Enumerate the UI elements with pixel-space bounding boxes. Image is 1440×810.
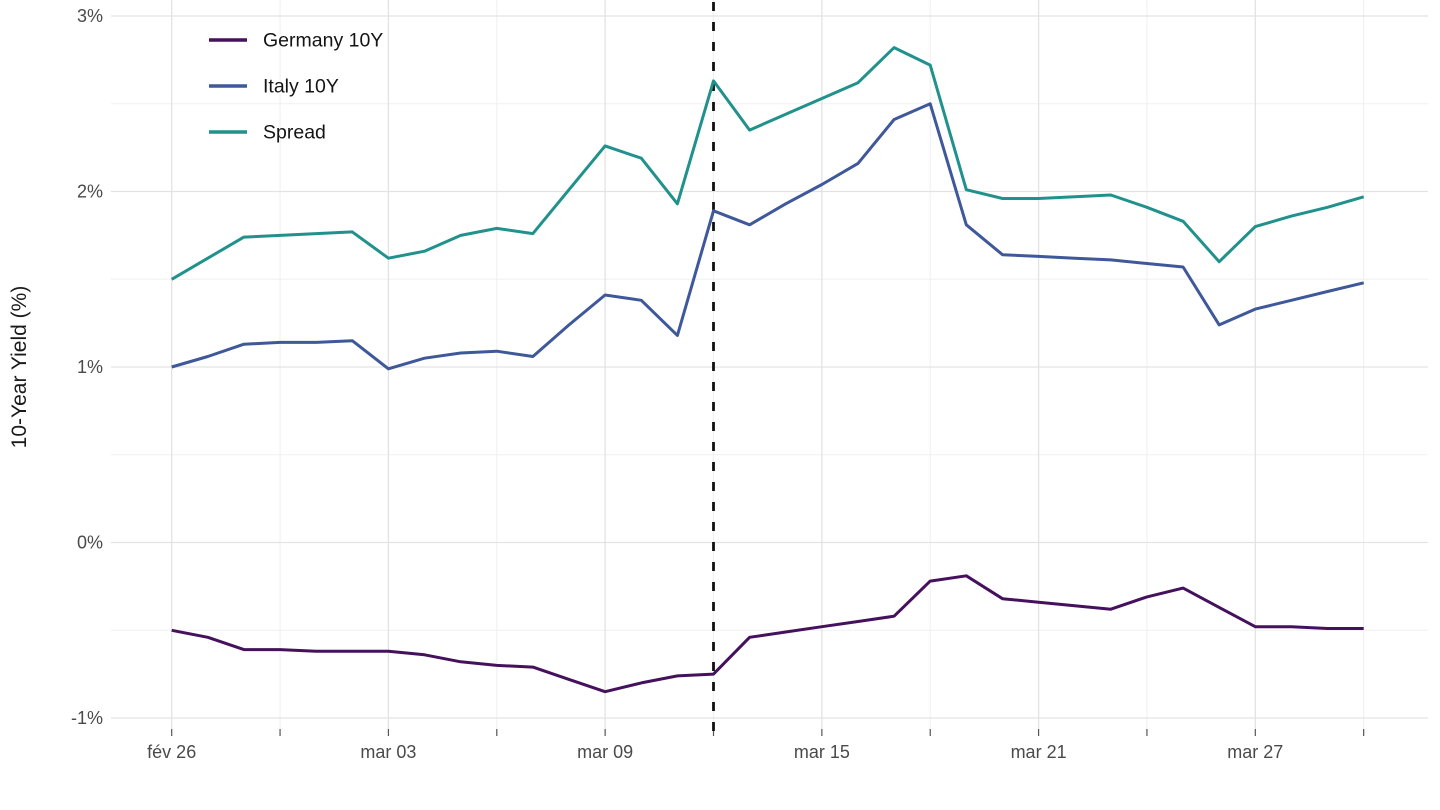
x-tick-label: mar 09 <box>577 742 633 762</box>
x-tick-label: fév 26 <box>147 742 196 762</box>
y-tick-label: -1% <box>71 708 103 728</box>
x-tick-label: mar 21 <box>1011 742 1067 762</box>
series-line-germany-10y <box>171 574 1364 694</box>
y-axis-title: 10-Year Yield (%) <box>8 286 31 449</box>
x-axis-labels: fév 26 mar 03 mar 09 mar 15 mar 21 mar 27 <box>147 742 1283 762</box>
y-axis-labels: 3% 2% 1% 0% -1% <box>71 6 103 728</box>
legend-item-italy-10y: Italy 10Y <box>209 76 339 98</box>
y-tick-label: 2% <box>77 182 103 202</box>
data-series-lines <box>170 46 1365 694</box>
legend-item-germany-10y: Germany 10Y <box>209 30 383 52</box>
x-tick-label: mar 03 <box>360 742 416 762</box>
gridlines-minor <box>111 0 1428 729</box>
y-tick-label: 1% <box>77 357 103 377</box>
gridlines-major <box>111 0 1428 729</box>
x-tick-label: mar 27 <box>1227 742 1283 762</box>
series-line-italy-10y <box>171 102 1365 371</box>
y-tick-label: 3% <box>77 6 103 26</box>
legend: Germany 10Y Italy 10Y Spread <box>209 30 383 144</box>
legend-label-italy-10y: Italy 10Y <box>263 76 339 98</box>
y-tick-label: 0% <box>77 533 103 553</box>
x-tick-label: mar 15 <box>794 742 850 762</box>
series-line-spread <box>170 46 1365 281</box>
x-axis-tick-marks <box>171 729 1365 736</box>
legend-item-spread: Spread <box>209 122 326 144</box>
legend-label-germany-10y: Germany 10Y <box>263 30 383 52</box>
legend-label-spread: Spread <box>263 122 326 144</box>
